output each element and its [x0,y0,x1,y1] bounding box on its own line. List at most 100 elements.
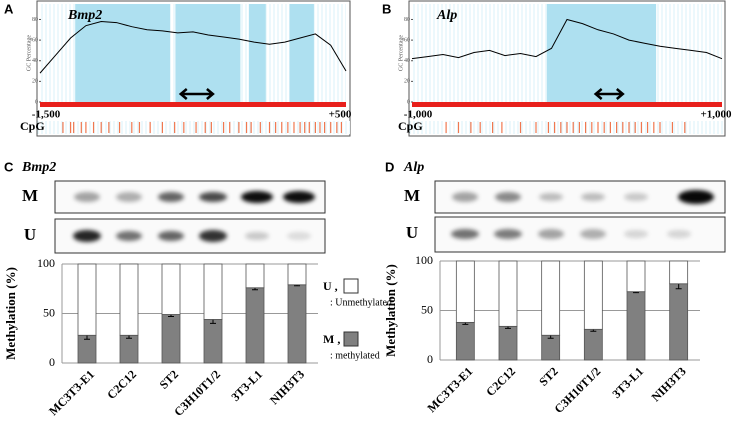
gel-bands [73,191,315,242]
bar-segment [455,260,475,323]
sequence-bar [412,102,722,107]
gel-row-label: U [24,225,36,244]
bar-segment [669,283,689,361]
bar-segment [245,287,265,364]
gel-row-label: M [404,186,420,205]
band [624,230,648,238]
band [678,190,714,204]
y-axis-label: Methylation (%) [383,264,398,357]
y-tick-label: 50 [421,302,433,316]
band [241,191,273,203]
legend-swatch [343,278,359,294]
bar-segment [287,284,307,364]
cpg-label: CpG [398,119,423,133]
cpg-island [175,4,241,102]
band [199,192,227,202]
band [624,193,648,201]
x-tick-label: C2C12 [483,364,518,399]
gel-row-label: U [406,223,418,242]
panel-label: B [382,1,391,16]
x-tick-label: -1,500 [32,109,61,121]
y-tick-label: 50 [43,305,55,319]
cpg-island [75,4,171,102]
x-tick-label: MC3T3-E1 [46,367,97,418]
y-tick-label: 0 [35,99,38,105]
band [452,192,478,202]
y-tick-label: 0 [407,99,410,105]
x-tick-label: 3T3-L1 [609,364,646,401]
bar-segment [245,263,265,289]
panel-title: Alp [436,8,457,23]
band [116,231,142,241]
x-tick-label: NIH3T3 [649,364,689,404]
bar-segment [161,263,181,315]
band [158,192,184,202]
bar-segment [498,325,518,361]
panel-title: Bmp2 [21,160,56,175]
cpg-island [289,4,314,102]
bar-segment [77,263,97,336]
cpg-label: CpG [20,119,45,133]
gc-line [39,21,347,74]
y-axis-label: Methylation (%) [3,267,18,360]
band [287,232,311,240]
sequence-bar [40,102,346,107]
x-tick-label: C3H10T1/2 [552,364,604,416]
amplicon-arrow [593,88,625,100]
panel-title: Alp [403,160,424,175]
x-tick-label: C3H10T1/2 [171,367,223,419]
x-tick-label: +500 [329,109,352,121]
bar-segment [626,291,646,361]
legend-label: U , [323,279,338,293]
y-axis-label: GC Percentage [26,35,32,71]
x-tick-label: ST2 [157,367,182,392]
y-tick-label: 80 [404,17,410,23]
x-tick-label: 3T3-L1 [228,367,265,404]
x-tick-label: NIH3T3 [267,367,307,407]
bar-segment [583,260,603,330]
x-tick-label: +1,000 [700,109,732,121]
y-tick-label: 40 [32,58,38,64]
y-tick-label: 60 [404,37,410,43]
bar-segment [455,321,475,361]
band [451,229,479,239]
band [538,229,564,239]
legend-swatch [343,331,359,347]
y-tick-label: 0 [427,352,433,366]
band [74,192,100,202]
band [494,229,522,239]
band [495,192,521,202]
y-tick-label: 20 [404,79,410,85]
y-tick-label: 100 [415,253,433,267]
bar-segment [119,263,139,336]
panel-label: D [385,159,394,174]
panel-title: Bmp2 [67,8,102,23]
bar-segment [498,260,518,327]
cpg-island [248,4,266,102]
gel-box [434,180,726,214]
gel-row-label: M [22,186,38,205]
y-tick-label: 100 [37,256,55,270]
bar-segment [541,334,561,361]
bar-segment [669,260,689,285]
bar-segment [119,334,139,364]
bar-segment [541,260,561,336]
gc-line [411,18,723,60]
bar-segment [203,319,223,364]
amplicon-arrow [178,88,215,100]
band [283,191,315,203]
gel-bands [451,190,714,239]
y-tick-label: 60 [32,37,38,43]
y-tick-label: 80 [32,17,38,23]
y-axis-label: GC Percentage [398,35,404,71]
x-tick-label: -1,000 [404,109,433,121]
band [580,229,606,239]
bar-segment [583,328,603,361]
bar-segment [626,260,646,293]
band [199,230,227,242]
y-tick-label: 0 [49,355,55,369]
x-tick-label: C2C12 [104,367,139,402]
band [158,231,184,241]
bar-segment [287,263,307,286]
